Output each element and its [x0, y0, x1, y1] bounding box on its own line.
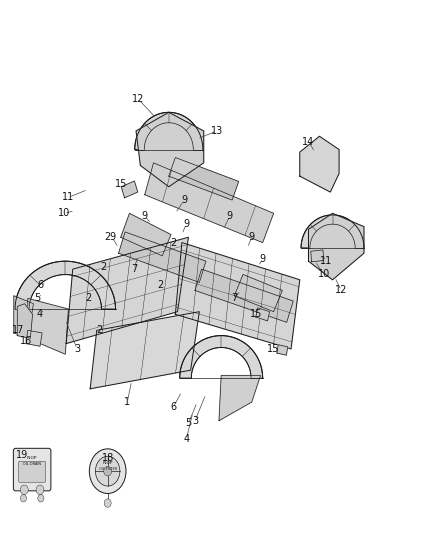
Text: 9: 9: [142, 211, 148, 221]
Circle shape: [36, 485, 44, 495]
Text: 7: 7: [131, 264, 137, 274]
Text: 2: 2: [85, 293, 91, 303]
Text: 1: 1: [124, 397, 131, 407]
Circle shape: [20, 495, 26, 502]
Polygon shape: [17, 304, 32, 338]
Circle shape: [89, 449, 126, 494]
Text: 19: 19: [16, 450, 28, 460]
Text: 12: 12: [132, 94, 145, 104]
Polygon shape: [277, 345, 288, 355]
Polygon shape: [66, 237, 188, 344]
FancyBboxPatch shape: [18, 461, 46, 482]
Polygon shape: [121, 213, 171, 256]
Text: 11: 11: [320, 256, 332, 266]
Polygon shape: [195, 269, 293, 322]
Polygon shape: [169, 158, 239, 200]
Text: 2: 2: [100, 262, 106, 271]
Text: 13: 13: [211, 126, 223, 136]
Polygon shape: [256, 308, 269, 321]
Text: OIL DRAIN: OIL DRAIN: [23, 462, 41, 466]
Polygon shape: [28, 298, 68, 354]
Text: 18: 18: [102, 453, 114, 463]
Text: 10: 10: [318, 270, 330, 279]
Text: 15: 15: [250, 309, 262, 319]
Circle shape: [95, 456, 120, 486]
Polygon shape: [14, 296, 33, 338]
Polygon shape: [175, 243, 300, 349]
Text: 9: 9: [260, 254, 266, 263]
Text: 4: 4: [37, 309, 43, 319]
Text: 9: 9: [227, 211, 233, 221]
Text: OIL FILTER: OIL FILTER: [99, 467, 117, 471]
Text: 15: 15: [267, 344, 280, 354]
Polygon shape: [311, 250, 324, 262]
Polygon shape: [121, 181, 138, 198]
Text: 16: 16: [20, 336, 32, 346]
Text: 3: 3: [192, 416, 198, 426]
Polygon shape: [234, 274, 283, 312]
Text: 2: 2: [170, 238, 176, 247]
Polygon shape: [308, 213, 364, 280]
Polygon shape: [15, 261, 116, 309]
Circle shape: [104, 466, 112, 476]
Polygon shape: [301, 215, 364, 248]
Text: 17: 17: [12, 325, 25, 335]
Text: 2: 2: [96, 325, 102, 335]
Circle shape: [20, 485, 28, 495]
Polygon shape: [136, 112, 204, 187]
Text: 11: 11: [62, 192, 74, 203]
Text: 9: 9: [249, 232, 255, 243]
Polygon shape: [219, 375, 261, 421]
Polygon shape: [135, 112, 203, 150]
Polygon shape: [90, 312, 199, 389]
Text: INOP: INOP: [102, 461, 113, 465]
Text: 9: 9: [181, 195, 187, 205]
Text: 4: 4: [183, 434, 189, 445]
Text: 5: 5: [35, 293, 41, 303]
Polygon shape: [119, 232, 206, 282]
Text: 15: 15: [115, 179, 127, 189]
Text: 9: 9: [183, 219, 189, 229]
Text: 3: 3: [74, 344, 80, 354]
Text: 6: 6: [170, 402, 176, 413]
Text: 9: 9: [109, 232, 115, 243]
Polygon shape: [180, 336, 263, 378]
Circle shape: [104, 499, 111, 507]
Text: INOP: INOP: [27, 456, 37, 460]
Circle shape: [38, 495, 44, 502]
Text: 7: 7: [231, 293, 237, 303]
Text: 2: 2: [157, 280, 163, 290]
Text: 5: 5: [185, 418, 191, 429]
Polygon shape: [300, 136, 339, 192]
Text: 2: 2: [105, 232, 111, 243]
Text: 14: 14: [302, 136, 314, 147]
Polygon shape: [26, 330, 42, 346]
Text: 10: 10: [58, 208, 70, 219]
Text: 6: 6: [38, 280, 44, 290]
Text: 12: 12: [335, 286, 347, 295]
Polygon shape: [145, 163, 274, 243]
FancyBboxPatch shape: [13, 448, 51, 491]
